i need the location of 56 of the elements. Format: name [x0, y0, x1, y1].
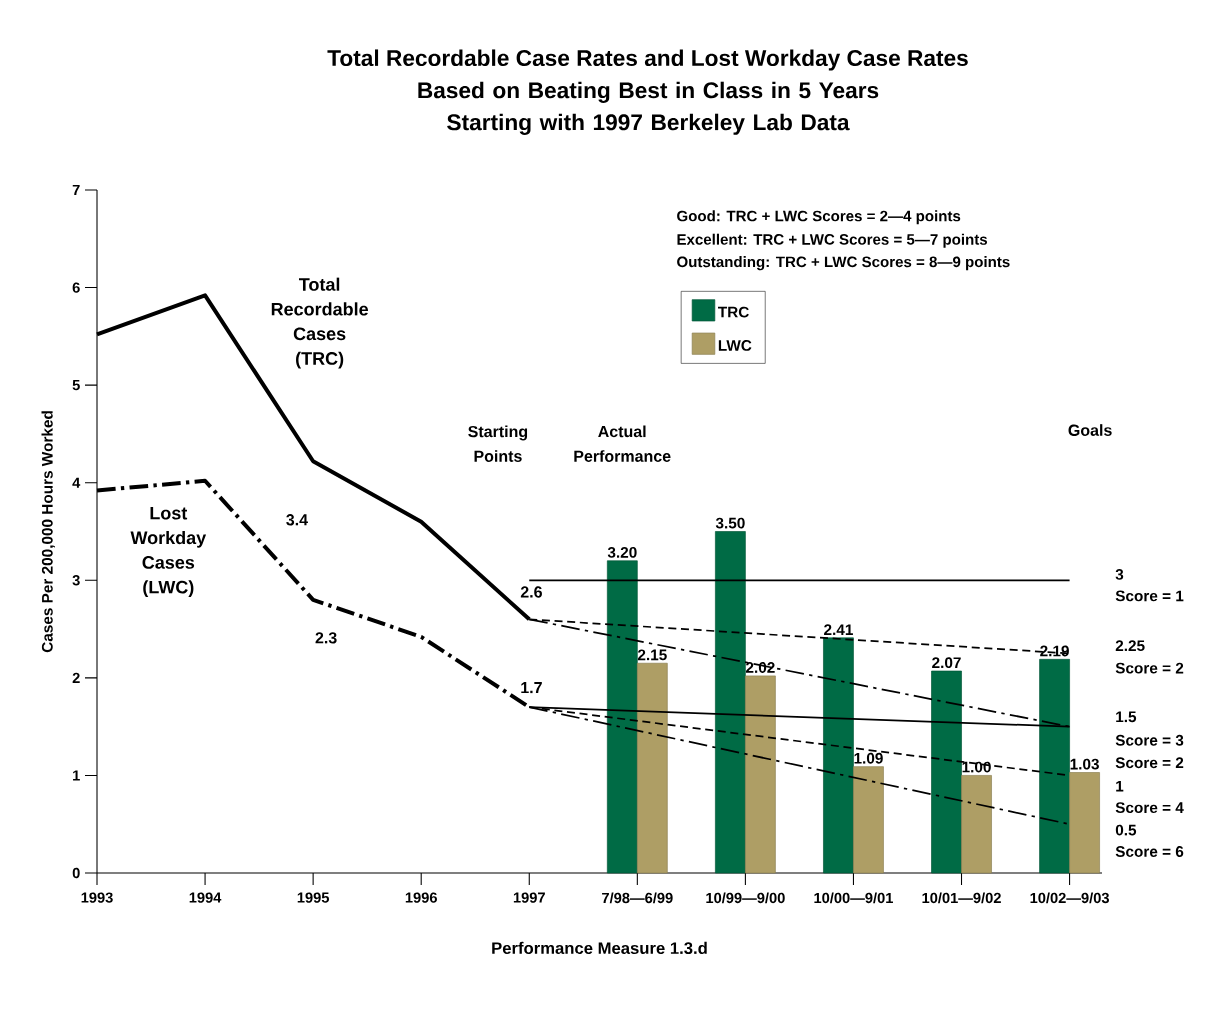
y-tick-label: 2 [72, 672, 80, 683]
text: Score = 3 [1115, 734, 1184, 746]
x-tick-label: 10/01—9/02 [922, 892, 1001, 904]
annotation: 1.7 [521, 682, 542, 694]
text: 1 [1116, 780, 1124, 792]
data-label: 1.00 [962, 761, 991, 773]
y-tick-label: 6 [72, 282, 80, 293]
annotation: Starting Points [468, 425, 528, 462]
series-label: Lost Workday Cases (LWC) [130, 506, 207, 598]
chart-subtitle: Based on Beating Best in Class in 5 Years Starting with 1997 Berkeley Lab Data [418, 81, 879, 135]
y-tick-label: 7 [72, 184, 80, 196]
x-tick-label: 1995 [297, 892, 330, 903]
data-label: 2.07 [932, 657, 961, 669]
series-label: Total Recordable Cases (TRC) [271, 277, 369, 369]
data-label: 2.41 [824, 624, 853, 635]
x-axis-title: Performance Measure 1.3.d [492, 941, 707, 955]
x-tick-label: 1996 [405, 892, 437, 903]
annotation: 2.6 [520, 586, 542, 598]
x-tick-label: 1997 [513, 892, 545, 903]
x-tick-label: 1994 [189, 892, 222, 903]
x-tick-label: 1993 [81, 892, 113, 903]
annotation: Outstanding: TRC + LWC Scores = 8—9 points [677, 256, 1010, 271]
text: Score = 4 [1115, 802, 1184, 814]
data-label: 3.20 [607, 546, 637, 558]
text: 0.5 [1115, 824, 1137, 836]
y-tick-label: 4 [72, 477, 81, 488]
text: 2.25 [1115, 640, 1145, 652]
annotation: Actual Performance [574, 425, 671, 462]
data-label: 1.03 [1070, 758, 1099, 770]
y-tick-label: 1 [73, 770, 80, 781]
x-tick-label: 10/00—9/01 [814, 892, 893, 904]
x-tick-label: 10/02—9/03 [1030, 892, 1109, 904]
data-label: 2.02 [745, 662, 775, 673]
text: Score = 2 [1115, 662, 1184, 674]
legend-label: LWC [718, 340, 752, 351]
legend-label: TRC [718, 306, 749, 318]
data-label: 3.50 [715, 517, 745, 529]
annotation: Goals [1068, 424, 1112, 436]
text: 3 [1115, 568, 1124, 580]
annotation: 2.3 [315, 632, 337, 644]
x-tick-label: 10/99—9/00 [706, 892, 785, 904]
y-tick-label: 0 [72, 867, 80, 879]
data-label: 1.09 [854, 752, 883, 764]
text: Score = 1 [1115, 590, 1184, 602]
text: Score = 6 [1115, 846, 1184, 857]
data-label: 2.15 [637, 649, 667, 661]
y-tick-label: 5 [72, 380, 80, 391]
chart-title: Total Recordable Case Rates and Lost Workday Case Rates [327, 49, 968, 71]
y-axis-title: Cases Per 200,000 Hours Worked [41, 411, 55, 653]
text: Score = 2 [1115, 757, 1184, 769]
text: 1.5 [1116, 711, 1137, 723]
annotation: 3.4 [286, 514, 308, 526]
x-tick-label: 7/98—6/99 [602, 892, 673, 904]
y-tick-label: 3 [72, 575, 80, 586]
annotation: Good: TRC + LWC Scores = 2—4 points [677, 210, 961, 225]
annotation: Excellent: TRC + LWC Scores = 5—7 points [677, 233, 988, 248]
